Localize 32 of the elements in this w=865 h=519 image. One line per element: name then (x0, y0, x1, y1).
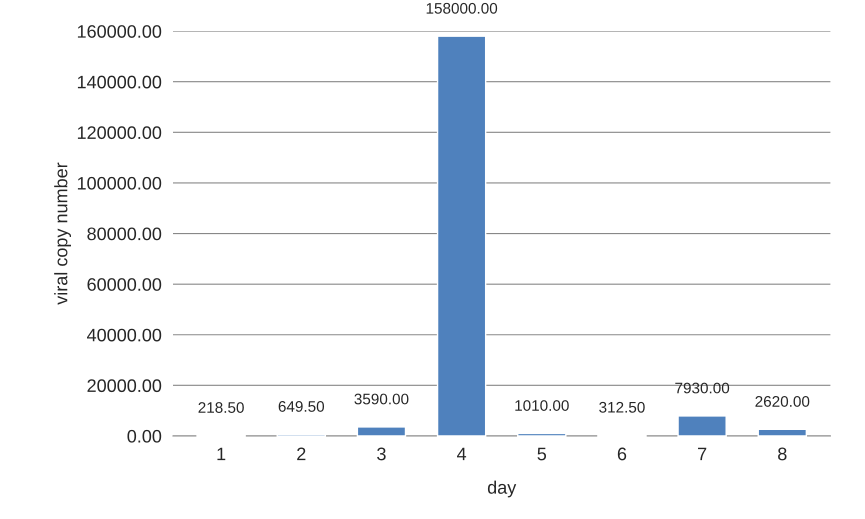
bar (436, 36, 486, 437)
x-tick-label: 5 (537, 448, 546, 460)
y-tick-label: 0.00 (127, 430, 162, 443)
y-tick-label: 60000.00 (88, 278, 162, 291)
y-tick-label: 140000.00 (78, 76, 162, 88)
x-tick-label: 1 (217, 448, 226, 460)
data-label: 218.50 (198, 402, 244, 413)
data-label: 649.50 (278, 401, 324, 412)
y-tick-label: 160000.00 (78, 25, 162, 38)
x-tick-label: 4 (457, 448, 466, 460)
x-tick-label: 7 (698, 448, 706, 460)
data-label: 7930.00 (675, 382, 730, 394)
data-label: 1010.00 (515, 400, 569, 411)
data-label: 3590.00 (354, 394, 408, 404)
x-tick-label: 6 (618, 448, 626, 460)
bar (677, 415, 727, 437)
x-tick-label: 2 (297, 448, 306, 460)
x-axis-title: day (488, 480, 516, 498)
x-tick-label: 3 (377, 448, 386, 460)
data-label: 158000.00 (426, 2, 498, 14)
y-axis-title: viral copy number (54, 162, 71, 305)
y-tick-label: 40000.00 (87, 328, 162, 342)
y-tick-label: 100000.00 (78, 176, 162, 190)
bar (758, 428, 808, 437)
data-label: 312.50 (599, 402, 645, 413)
data-label: 2620.00 (755, 396, 810, 407)
y-tick-label: 80000.00 (87, 227, 162, 240)
bar (517, 432, 567, 437)
x-tick-label: 8 (778, 448, 787, 460)
y-tick-label: 120000.00 (78, 126, 162, 140)
y-tick-label: 20000.00 (87, 379, 162, 392)
bar (356, 426, 406, 437)
